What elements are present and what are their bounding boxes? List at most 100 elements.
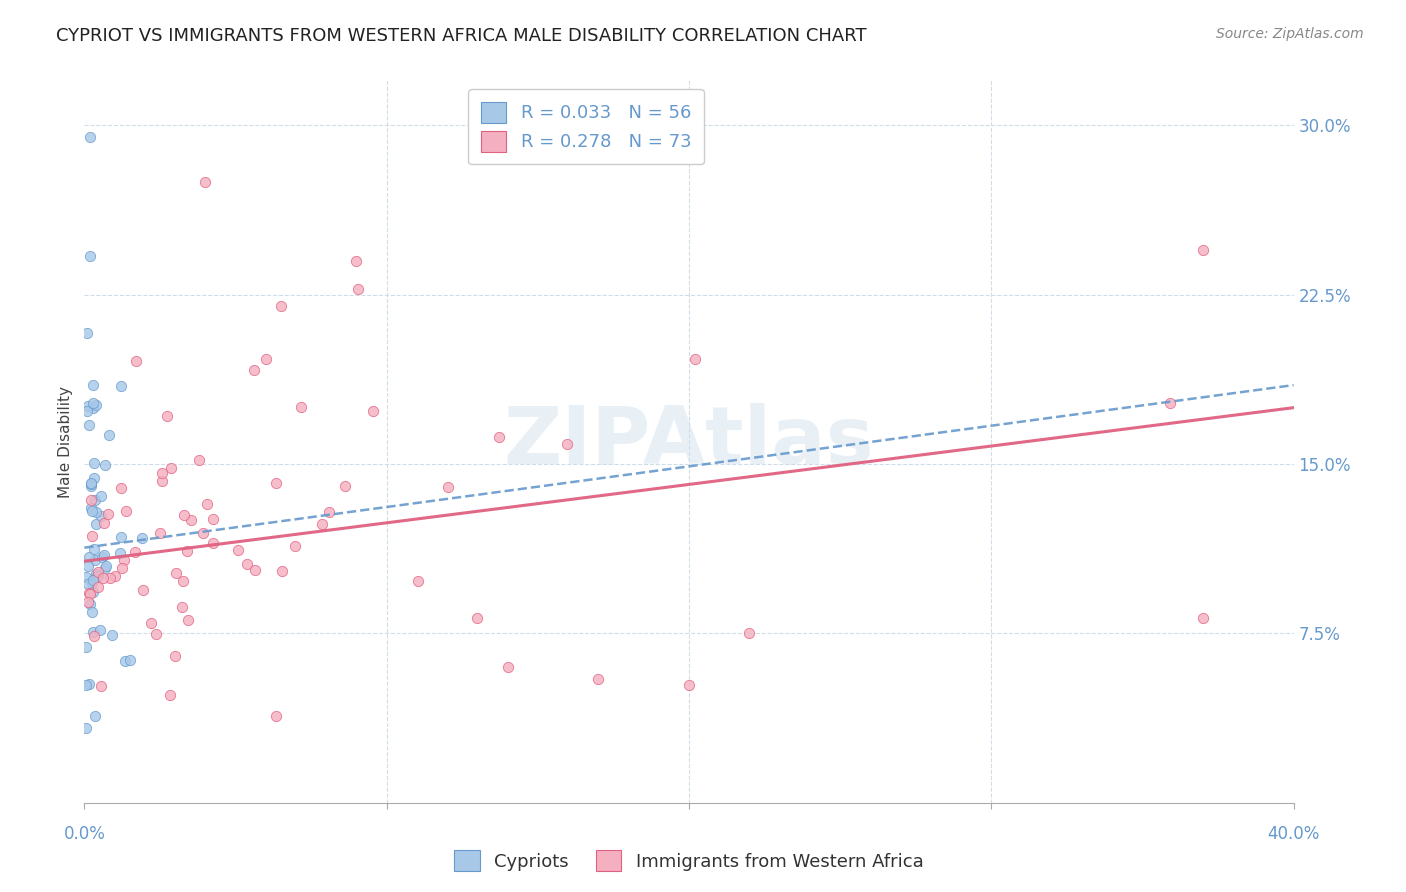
Point (75, 640, 97, 655)
Point (79, 597, 101, 611)
Point (83, 456, 105, 470)
Point (80, 478, 103, 492)
Point (132, 582, 155, 597)
Point (678, 678, 700, 692)
Point (163, 648, 186, 663)
Text: ZIPAtlas: ZIPAtlas (503, 402, 875, 481)
Point (201, 536, 224, 550)
Point (94, 458, 117, 473)
Text: Source: ZipAtlas.com: Source: ZipAtlas.com (1216, 27, 1364, 41)
Point (226, 542, 249, 557)
Point (683, 351, 706, 366)
Point (75, 570, 97, 584)
Point (90, 549, 112, 564)
Point (90, 509, 112, 524)
Point (83, 629, 105, 643)
Point (104, 569, 127, 583)
Point (256, 352, 278, 367)
Point (83, 493, 105, 508)
Point (84, 398, 107, 412)
Point (87, 580, 110, 594)
Point (271, 565, 294, 579)
Point (98, 571, 121, 585)
Point (90, 679, 112, 693)
Point (83, 709, 105, 723)
Point (114, 504, 136, 518)
Point (588, 672, 610, 686)
Point (75, 677, 97, 691)
Point (406, 574, 429, 589)
Point (83, 553, 105, 567)
Point (496, 660, 519, 674)
Point (84, 505, 107, 519)
Point (488, 430, 510, 444)
Point (112, 552, 135, 566)
Point (156, 409, 179, 423)
Point (80, 501, 103, 516)
Point (91, 571, 114, 585)
Point (94, 561, 117, 575)
Point (82, 395, 104, 409)
Point (347, 282, 370, 296)
Point (1159, 396, 1181, 410)
Point (98, 427, 121, 442)
Point (76, 326, 98, 341)
Point (80, 492, 103, 507)
Point (191, 526, 214, 541)
Point (80, 476, 103, 491)
Point (124, 545, 146, 559)
Point (437, 480, 460, 494)
Point (159, 688, 181, 702)
Point (77, 677, 100, 691)
Y-axis label: Male Disability: Male Disability (58, 385, 73, 498)
Point (145, 626, 167, 640)
Point (90, 489, 112, 503)
Point (264, 476, 287, 491)
Point (131, 531, 153, 545)
Point (80, 477, 103, 491)
Point (75, 722, 97, 736)
Point (555, 437, 578, 451)
Point (361, 403, 384, 417)
Point (118, 652, 141, 666)
Point (346, 253, 368, 268)
Point (110, 379, 132, 393)
Point (77, 577, 100, 591)
Point (110, 530, 132, 544)
Point (76, 558, 98, 573)
Point (79, 550, 101, 565)
Point (77, 586, 100, 600)
Legend: Cypriots, Immigrants from Western Africa: Cypriots, Immigrants from Western Africa (447, 843, 931, 879)
Point (89, 623, 111, 637)
Point (83, 541, 105, 556)
Point (160, 461, 183, 475)
Point (87, 569, 110, 583)
Point (77, 417, 100, 432)
Point (97, 507, 120, 521)
Point (150, 466, 173, 480)
Legend: R = 0.033   N = 56, R = 0.278   N = 73: R = 0.033 N = 56, R = 0.278 N = 73 (468, 89, 704, 164)
Point (82, 503, 104, 517)
Point (86, 567, 108, 582)
Point (76, 404, 98, 418)
Point (87, 565, 110, 579)
Point (264, 708, 287, 723)
Point (93, 548, 115, 562)
Point (188, 452, 211, 467)
Point (79, 249, 101, 263)
Point (1192, 243, 1215, 257)
Point (194, 175, 217, 189)
Point (84, 516, 107, 531)
Text: 0.0%: 0.0% (63, 825, 105, 843)
Point (82, 573, 104, 587)
Point (738, 626, 761, 640)
Point (77, 399, 100, 413)
Point (82, 625, 104, 640)
Point (180, 513, 202, 527)
Point (335, 479, 357, 493)
Point (318, 505, 340, 519)
Point (201, 512, 224, 526)
Point (284, 539, 307, 553)
Point (83, 471, 105, 485)
Point (150, 474, 173, 488)
